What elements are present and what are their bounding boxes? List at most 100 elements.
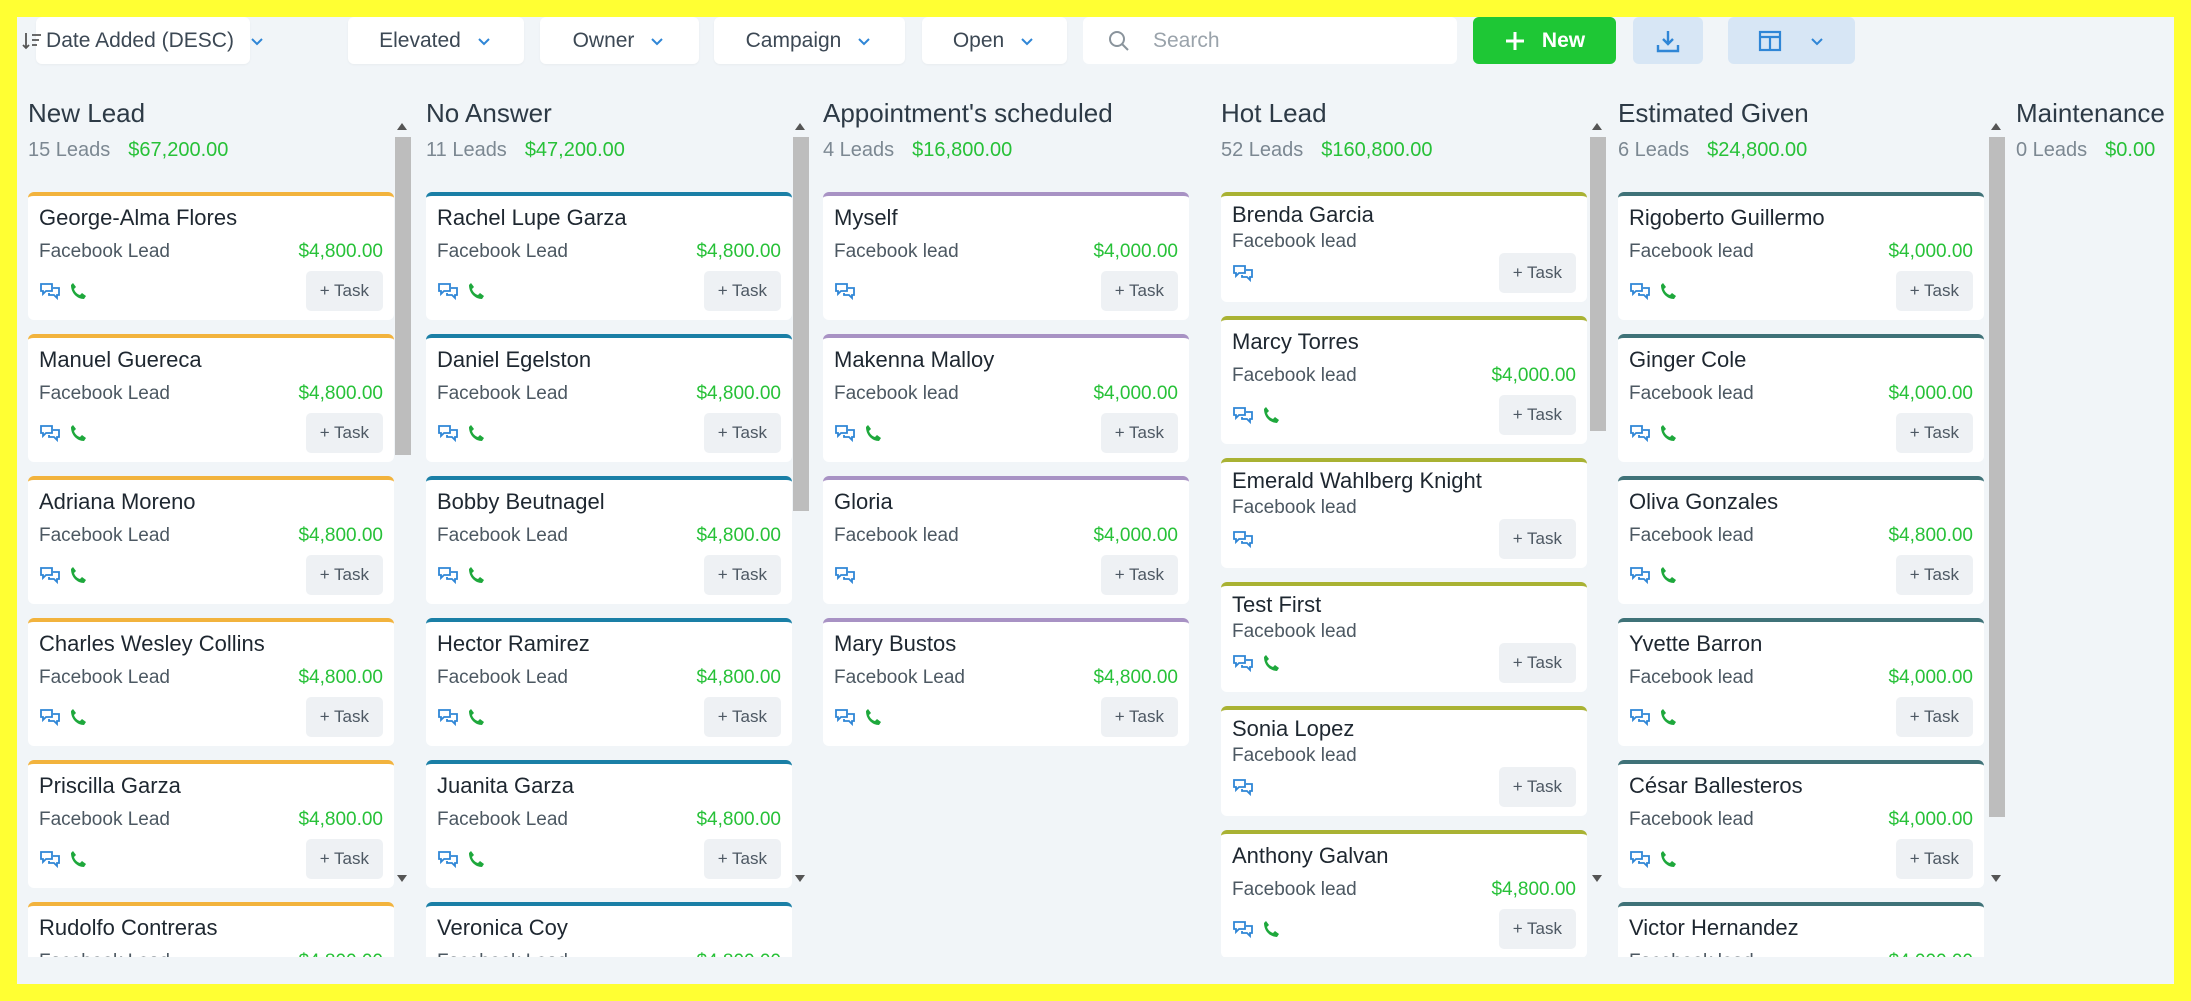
chat-icon[interactable] — [1232, 529, 1254, 549]
chat-icon[interactable] — [39, 707, 61, 727]
chat-icon[interactable] — [437, 565, 459, 585]
phone-icon[interactable] — [466, 707, 488, 727]
chat-icon[interactable] — [437, 849, 459, 869]
lead-card[interactable]: Rachel Lupe Garza Facebook Lead $4,800.00 +… — [426, 192, 792, 320]
add-task-button[interactable]: + Task — [703, 413, 781, 453]
phone-icon[interactable] — [466, 281, 488, 301]
phone-icon[interactable] — [1261, 405, 1283, 425]
phone-icon[interactable] — [1658, 565, 1680, 585]
chat-icon[interactable] — [437, 281, 459, 301]
phone-icon[interactable] — [466, 423, 488, 443]
lead-card[interactable]: Makenna Malloy Facebook lead $4,000.00 + Ta… — [823, 334, 1189, 462]
add-task-button[interactable]: + Task — [1895, 413, 1973, 453]
sort-dropdown[interactable]: Date Added (DESC) — [22, 17, 263, 64]
add-task-button[interactable]: + Task — [703, 555, 781, 595]
chat-icon[interactable] — [1232, 777, 1254, 797]
scrollbar-thumb[interactable] — [793, 137, 809, 511]
phone-icon[interactable] — [68, 565, 90, 585]
add-task-button[interactable]: + Task — [1100, 413, 1178, 453]
lead-card[interactable]: Test First Facebook lead + Task — [1221, 582, 1587, 692]
phone-icon[interactable] — [68, 423, 90, 443]
lead-card[interactable]: George-Alma Flores Facebook Lead $4,800.00… — [28, 192, 394, 320]
chat-icon[interactable] — [834, 707, 856, 727]
scroll-down-arrow-icon[interactable] — [1991, 875, 2001, 882]
add-task-button[interactable]: + Task — [1498, 909, 1576, 949]
lead-card[interactable]: Mary Bustos Facebook Lead $4,800.00 + Task — [823, 618, 1189, 746]
chat-icon[interactable] — [1629, 281, 1651, 301]
phone-icon[interactable] — [1658, 423, 1680, 443]
phone-icon[interactable] — [863, 423, 885, 443]
chat-icon[interactable] — [39, 849, 61, 869]
add-task-button[interactable]: + Task — [1100, 271, 1178, 311]
phone-icon[interactable] — [863, 707, 885, 727]
lead-card[interactable]: Victor HernandezFacebook lead$4,000.00+ … — [1618, 902, 1984, 957]
filter-campaign-dropdown[interactable]: Campaign — [714, 17, 905, 64]
add-task-button[interactable]: + Task — [1498, 519, 1576, 559]
chat-icon[interactable] — [834, 565, 856, 585]
column-scrollbar[interactable] — [1987, 121, 2005, 884]
chat-icon[interactable] — [834, 423, 856, 443]
search-input[interactable] — [1153, 28, 1413, 53]
column-scrollbar[interactable] — [393, 121, 411, 884]
lead-card[interactable]: Juanita Garza Facebook Lead $4,800.00 + Tas… — [426, 760, 792, 888]
lead-card[interactable]: Emerald Wahlberg Knight Facebook lead + Ta… — [1221, 458, 1587, 568]
add-task-button[interactable]: + Task — [305, 271, 383, 311]
lead-card[interactable]: Marcy Torres Facebook lead $4,000.00 + Task — [1221, 316, 1587, 444]
lead-card[interactable]: Rudolfo ContrerasFacebook Lead$4,800.00+… — [28, 902, 394, 957]
download-button[interactable] — [1633, 17, 1703, 64]
chat-icon[interactable] — [39, 565, 61, 585]
view-toggle-button[interactable] — [1728, 17, 1855, 64]
add-task-button[interactable]: + Task — [703, 697, 781, 737]
phone-icon[interactable] — [1658, 849, 1680, 869]
chat-icon[interactable] — [1232, 919, 1254, 939]
add-task-button[interactable]: + Task — [1498, 643, 1576, 683]
chat-icon[interactable] — [834, 281, 856, 301]
lead-card[interactable]: Rigoberto Guillermo Facebook lead $4,000.0… — [1618, 192, 1984, 320]
chat-icon[interactable] — [39, 281, 61, 301]
add-task-button[interactable]: + Task — [1100, 697, 1178, 737]
lead-card[interactable]: Hector Ramirez Facebook Lead $4,800.00 + Ta… — [426, 618, 792, 746]
add-task-button[interactable]: + Task — [305, 555, 383, 595]
add-task-button[interactable]: + Task — [1498, 767, 1576, 807]
lead-card[interactable]: Oliva Gonzales Facebook lead $4,800.00 + Ta… — [1618, 476, 1984, 604]
add-task-button[interactable]: + Task — [305, 697, 383, 737]
add-task-button[interactable]: + Task — [1100, 555, 1178, 595]
chat-icon[interactable] — [437, 707, 459, 727]
chat-icon[interactable] — [1232, 263, 1254, 283]
add-task-button[interactable]: + Task — [1895, 555, 1973, 595]
add-task-button[interactable]: + Task — [703, 839, 781, 879]
lead-card[interactable]: Yvette Barron Facebook lead $4,000.00 + Tas… — [1618, 618, 1984, 746]
phone-icon[interactable] — [466, 849, 488, 869]
lead-card[interactable]: Priscilla Garza Facebook Lead $4,800.00 + T… — [28, 760, 394, 888]
chat-icon[interactable] — [1629, 565, 1651, 585]
scrollbar-thumb[interactable] — [395, 137, 411, 455]
filter-elevated-dropdown[interactable]: Elevated — [348, 17, 524, 64]
add-task-button[interactable]: + Task — [1895, 271, 1973, 311]
chat-icon[interactable] — [1629, 707, 1651, 727]
add-task-button[interactable]: + Task — [1895, 839, 1973, 879]
scrollbar-thumb[interactable] — [1590, 137, 1606, 431]
scroll-down-arrow-icon[interactable] — [1592, 875, 1602, 882]
lead-card[interactable]: Bobby Beutnagel Facebook Lead $4,800.00 + T… — [426, 476, 792, 604]
chat-icon[interactable] — [39, 423, 61, 443]
phone-icon[interactable] — [68, 281, 90, 301]
lead-card[interactable]: Myself Facebook lead $4,000.00 + Task — [823, 192, 1189, 320]
phone-icon[interactable] — [1261, 919, 1283, 939]
chat-icon[interactable] — [1629, 423, 1651, 443]
lead-card[interactable]: Anthony Galvan Facebook lead $4,800.00 + Ta… — [1221, 830, 1587, 957]
filter-owner-dropdown[interactable]: Owner — [540, 17, 699, 64]
add-task-button[interactable]: + Task — [703, 271, 781, 311]
phone-icon[interactable] — [466, 565, 488, 585]
scrollbar-thumb[interactable] — [1989, 137, 2005, 817]
lead-card[interactable]: Manuel Guereca Facebook Lead $4,800.00 + Ta… — [28, 334, 394, 462]
scroll-up-arrow-icon[interactable] — [397, 123, 407, 130]
phone-icon[interactable] — [68, 707, 90, 727]
add-task-button[interactable]: + Task — [1895, 697, 1973, 737]
add-task-button[interactable]: + Task — [1498, 395, 1576, 435]
lead-card[interactable]: Charles Wesley Collins Facebook Lead $4,80… — [28, 618, 394, 746]
lead-card[interactable]: César Ballesteros Facebook lead $4,000.00 +… — [1618, 760, 1984, 888]
scroll-up-arrow-icon[interactable] — [1991, 123, 2001, 130]
lead-card[interactable]: Veronica CoyFacebook Lead$4,800.00+ Task — [426, 902, 792, 957]
lead-card[interactable]: Gloria Facebook lead $4,000.00 + Task — [823, 476, 1189, 604]
phone-icon[interactable] — [1261, 653, 1283, 673]
